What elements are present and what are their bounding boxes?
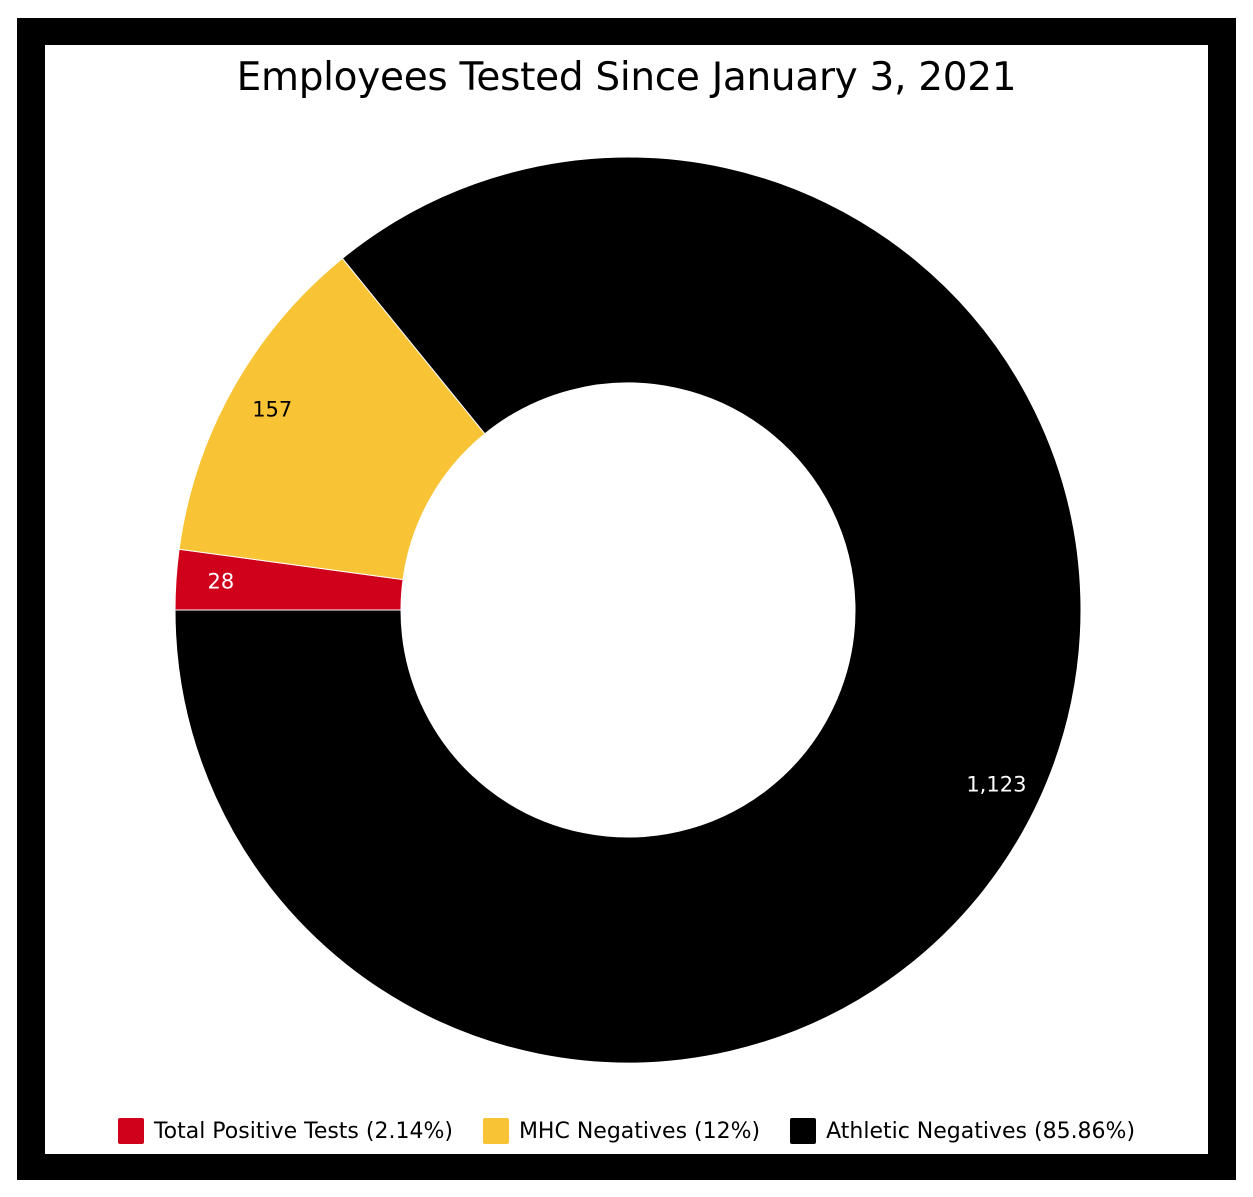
slice-athletic[interactable] xyxy=(174,156,1082,1064)
chart-legend: Total Positive Tests (2.14%) MHC Negativ… xyxy=(0,1118,1253,1144)
legend-item-athletic[interactable]: Athletic Negatives (85.86%) xyxy=(790,1118,1135,1144)
legend-label-mhc: MHC Negatives (12%) xyxy=(518,1118,761,1144)
slice-mhc[interactable] xyxy=(178,257,486,581)
legend-swatch-positive xyxy=(117,1118,144,1144)
legend-swatch-mhc xyxy=(482,1118,509,1144)
legend-label-athletic: Athletic Negatives (85.86%) xyxy=(826,1118,1136,1144)
data-label-mhc: 157 xyxy=(252,397,292,421)
legend-label-positive: Total Positive Tests (2.14%) xyxy=(153,1118,453,1144)
chart-title: Employees Tested Since January 3, 2021 xyxy=(236,55,1017,100)
legend-item-mhc[interactable]: MHC Negatives (12%) xyxy=(482,1118,761,1144)
legend-swatch-athletic xyxy=(790,1118,817,1144)
data-label-athletic: 1,123 xyxy=(966,772,1026,796)
data-label-positive: 28 xyxy=(208,570,235,594)
legend-item-positive[interactable]: Total Positive Tests (2.14%) xyxy=(117,1118,453,1144)
